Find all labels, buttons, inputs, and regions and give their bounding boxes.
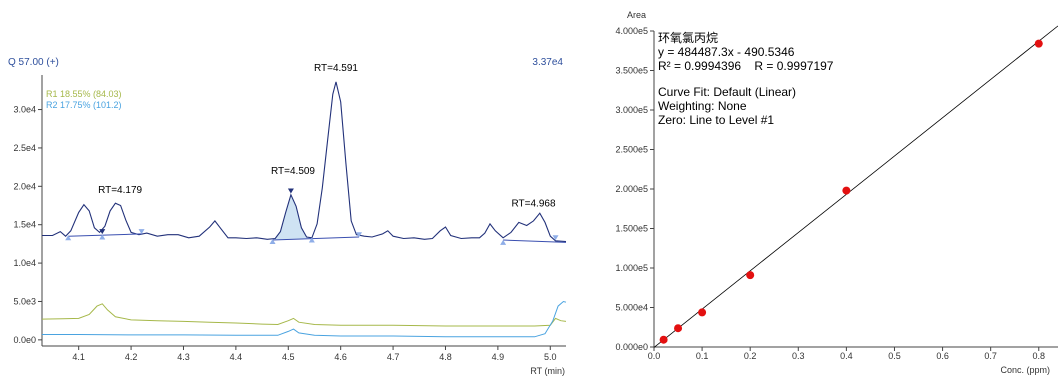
calibration-point [698, 308, 707, 317]
peak-marker [269, 239, 276, 245]
peak-marker [65, 235, 72, 241]
calibration-weighting: Weighting: None [658, 99, 747, 113]
chromatogram-y-tick-label: 1.5e4 [13, 220, 36, 230]
calibration-r-values: R² = 0.9994396 R = 0.9997197 [658, 59, 834, 73]
calibration-compound-name: 环氧氯丙烷 [658, 31, 718, 45]
chromatogram-x-tick-label: 4.1 [72, 352, 85, 362]
legend-r2: R2 17.75% (101.2) [46, 100, 122, 110]
calibration-y-tick-label: 0.000e0 [615, 342, 648, 352]
chromatogram-x-tick-label: 4.8 [439, 352, 452, 362]
calibration-point [746, 271, 755, 280]
calibration-point [659, 335, 668, 344]
calibration-y-tick-label: 2.500e5 [615, 145, 648, 155]
calibration-x-tick-label: 0.2 [744, 351, 757, 361]
chromatogram-y-tick-label: 3.0e4 [13, 105, 36, 115]
chromatogram-x-tick-label: 4.4 [230, 352, 243, 362]
calibration-point [674, 324, 683, 333]
calibration-y-tick-label: 3.000e5 [615, 105, 648, 115]
calibration-x-tick-label: 0.8 [1033, 351, 1046, 361]
calibration-y-axis-label: Area [627, 10, 646, 20]
rt-annotation: RT=4.509 [271, 166, 315, 177]
calibration-point [1034, 39, 1043, 48]
legend-r1: R1 18.55% (84.03) [46, 89, 122, 99]
calibration-marks: 0.000e0 5.000e4 1.000e5 1.500e5 2.000e5 2.500… [615, 25, 1058, 361]
chromatogram-y-tick-label: 2.0e4 [13, 181, 36, 191]
calibration-panel: Area Conc. (ppm) 环氧氯丙烷 y = 484487.3x - 4… [615, 10, 1058, 375]
calibration-x-tick-label: 0.3 [792, 351, 805, 361]
calibration-x-axis-label: Conc. (ppm) [1000, 365, 1050, 375]
calibration-fit-line [653, 25, 1058, 348]
chromatogram-x-tick-label: 4.3 [177, 352, 190, 362]
trace-r1 [41, 303, 567, 327]
calibration-y-tick-label: 5.000e4 [615, 303, 648, 313]
calibration-x-tick-label: 0.1 [696, 351, 709, 361]
trace-r2 [42, 300, 567, 338]
chromatogram-y-tick-label: 2.5e4 [13, 143, 36, 153]
peak-marker [99, 229, 106, 235]
chromatogram-x-tick-label: 4.2 [125, 352, 138, 362]
chromatogram-header-right: 3.37e4 [532, 57, 563, 68]
peak-marker [287, 188, 294, 194]
integration-baseline [272, 236, 360, 241]
peak-marker [552, 235, 559, 241]
rt-annotation: RT=4.179 [98, 185, 142, 196]
trace-q-57-00 [42, 81, 567, 243]
chromatogram-marks: 0.0e0 5.0e3 1.0e4 1.5e4 2.0e4 2.5e4 3.0e4 4.1 4.… [13, 63, 567, 362]
chromatogram-x-tick-label: 4.5 [282, 352, 295, 362]
calibration-zero: Zero: Line to Level #1 [658, 113, 774, 127]
chromatogram-y-tick-label: 0.0e0 [13, 335, 36, 345]
calibration-equation: y = 484487.3x - 490.5346 [658, 45, 795, 59]
chromatogram-x-axis-label: RT (min) [530, 366, 565, 376]
chromatogram-x-tick-label: 5.0 [544, 352, 557, 362]
integration-baseline [68, 233, 142, 237]
calibration-x-tick-label: 0.6 [936, 351, 949, 361]
chromatogram-header-left: Q 57.00 (+) [8, 57, 59, 68]
calibration-y-tick-label: 2.000e5 [615, 184, 648, 194]
rt-annotation: RT=4.968 [512, 198, 556, 209]
calibration-x-tick-label: 0.4 [840, 351, 853, 361]
chromatogram-x-tick-label: 4.6 [334, 352, 347, 362]
peak-marker [500, 239, 507, 245]
chromatogram-y-tick-label: 1.0e4 [13, 258, 36, 268]
chromatogram-x-tick-label: 4.9 [492, 352, 505, 362]
peak-marker [356, 232, 363, 238]
rt-annotation: RT=4.591 [314, 63, 358, 74]
chromatogram-panel: Q 57.00 (+) 3.37e4 RT (min) R1 18.55% (8… [8, 57, 567, 376]
peak-marker [138, 229, 145, 235]
calibration-y-tick-label: 3.500e5 [615, 66, 648, 76]
peak-marker [99, 234, 106, 240]
calibration-x-tick-label: 0.7 [984, 351, 997, 361]
shaded-peak-area [275, 194, 312, 240]
calibration-x-tick-label: 0.5 [888, 351, 901, 361]
calibration-curve-fit: Curve Fit: Default (Linear) [658, 85, 796, 99]
chromatogram-y-tick-label: 5.0e3 [13, 296, 36, 306]
calibration-y-tick-label: 4.000e5 [615, 26, 648, 36]
chromatogram-x-tick-label: 4.7 [387, 352, 400, 362]
calibration-point [842, 186, 851, 195]
calibration-y-tick-label: 1.500e5 [615, 224, 648, 234]
peak-marker [308, 237, 315, 243]
calibration-x-tick-label: 0.0 [648, 351, 661, 361]
calibration-y-tick-label: 1.000e5 [615, 263, 648, 273]
integration-baseline [503, 239, 567, 243]
